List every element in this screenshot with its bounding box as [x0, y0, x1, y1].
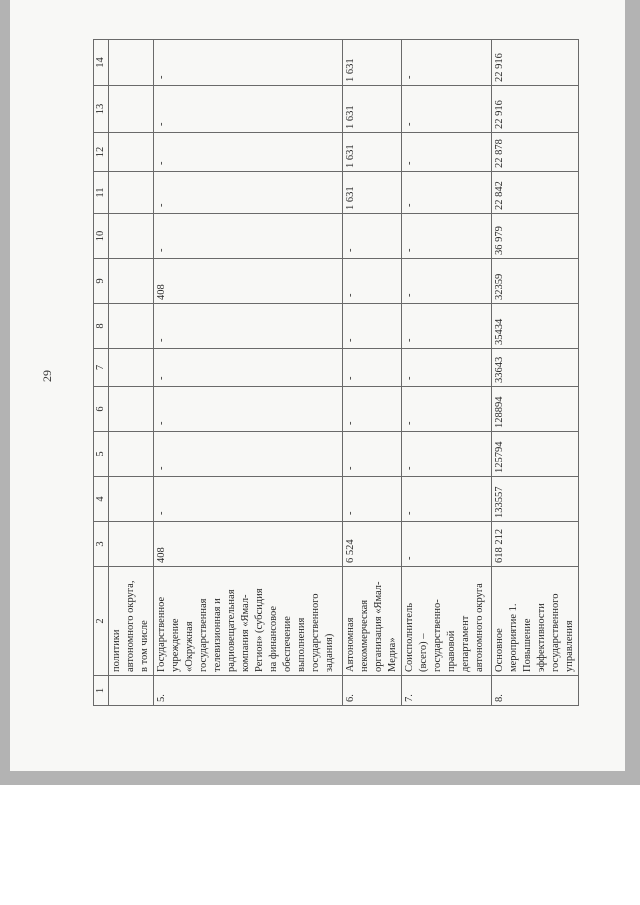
value-cell [108, 132, 154, 172]
value-cell [108, 386, 154, 432]
value-cell: - [342, 303, 402, 349]
value-cell: - [153, 303, 343, 349]
row-number-cell [108, 675, 154, 706]
value-cell [108, 85, 154, 133]
table-row: политики автономного округа, в том числе [108, 39, 154, 706]
row-name-cell: политики автономного округа, в том числе [108, 566, 154, 676]
column-number-12: 12 [93, 132, 109, 172]
value-cell: - [342, 476, 402, 522]
document-page [10, 0, 625, 771]
value-cell [108, 303, 154, 349]
value-cell [108, 521, 154, 567]
row-number-cell: 6. [342, 675, 402, 706]
value-cell: - [401, 213, 492, 259]
column-number-9: 9 [93, 258, 109, 304]
value-cell: 32359 [491, 258, 579, 304]
value-cell: - [401, 171, 492, 214]
value-cell [108, 258, 154, 304]
table-row: 7. Соисполнитель (всего) – государственно… [401, 39, 492, 706]
value-cell: 1 631 [342, 39, 402, 86]
value-cell: - [153, 171, 343, 214]
value-cell: - [401, 476, 492, 522]
value-cell: 618 212 [491, 521, 579, 567]
value-cell: - [153, 85, 343, 133]
column-number-7: 7 [93, 348, 109, 387]
value-cell: - [401, 39, 492, 86]
value-cell: - [342, 431, 402, 477]
value-cell: - [153, 431, 343, 477]
value-cell: - [401, 85, 492, 133]
value-cell: 22 916 [491, 85, 579, 133]
value-cell: - [342, 386, 402, 432]
value-cell: - [153, 213, 343, 259]
value-cell [108, 431, 154, 477]
column-number-1: 1 [93, 675, 109, 706]
row-name-cell: Основное мероприятие 1. Повышение эффект… [491, 566, 579, 676]
column-number-8: 8 [93, 303, 109, 349]
row-number-cell: 7. [401, 675, 492, 706]
column-number-3: 3 [93, 521, 109, 567]
row-name-cell: Автономная некоммерческая организация «Я… [342, 566, 402, 676]
table-header-row: 1 2 3 4 5 6 7 8 9 10 11 12 13 14 [93, 39, 109, 706]
page-number: 29 [40, 370, 54, 382]
value-cell: - [401, 386, 492, 432]
value-cell [108, 476, 154, 522]
value-cell: 35434 [491, 303, 579, 349]
value-cell [108, 213, 154, 259]
row-number-cell: 8. [491, 675, 579, 706]
value-cell: - [401, 521, 492, 567]
value-cell: - [153, 348, 343, 387]
value-cell: - [401, 258, 492, 304]
value-cell: 6 524 [342, 521, 402, 567]
value-cell: - [401, 431, 492, 477]
value-cell: - [342, 213, 402, 259]
value-cell: 133557 [491, 476, 579, 522]
value-cell: 408 [153, 521, 343, 567]
row-name-cell: Государственное учреждение «Окружная гос… [153, 566, 343, 676]
column-number-11: 11 [93, 171, 109, 214]
value-cell: 1 631 [342, 132, 402, 172]
value-cell: - [401, 132, 492, 172]
budget-table-rotated: 1 2 3 4 5 6 7 8 9 10 11 12 13 14 политики автономного … [93, 39, 579, 706]
table-row: 8. Основное мероприятие 1. Повышение эффе… [491, 39, 579, 706]
value-cell: - [401, 348, 492, 387]
value-cell [108, 39, 154, 86]
column-number-5: 5 [93, 431, 109, 477]
budget-table: 1 2 3 4 5 6 7 8 9 10 11 12 13 14 политики автономного … [93, 39, 579, 706]
value-cell [108, 171, 154, 214]
value-cell: 22 878 [491, 132, 579, 172]
value-cell: - [401, 303, 492, 349]
value-cell: 408 [153, 258, 343, 304]
value-cell: - [342, 258, 402, 304]
column-number-14: 14 [93, 39, 109, 86]
column-number-6: 6 [93, 386, 109, 432]
value-cell: - [153, 39, 343, 86]
table-row: 5. Государственное учреждение «Окружная г… [153, 39, 343, 706]
table-row: 6. Автономная некоммерческая организация … [342, 39, 402, 706]
row-name-cell: Соисполнитель (всего) – государственно- … [401, 566, 492, 676]
value-cell: - [342, 348, 402, 387]
value-cell: 1 631 [342, 85, 402, 133]
value-cell: 33643 [491, 348, 579, 387]
value-cell: 22 842 [491, 171, 579, 214]
value-cell: 36 979 [491, 213, 579, 259]
value-cell [108, 348, 154, 387]
value-cell: - [153, 476, 343, 522]
column-number-10: 10 [93, 213, 109, 259]
column-number-2: 2 [93, 566, 109, 676]
value-cell: 1 631 [342, 171, 402, 214]
column-number-13: 13 [93, 85, 109, 133]
value-cell: - [153, 386, 343, 432]
row-number-cell: 5. [153, 675, 343, 706]
value-cell: 22 916 [491, 39, 579, 86]
value-cell: 128894 [491, 386, 579, 432]
value-cell: - [153, 132, 343, 172]
column-number-4: 4 [93, 476, 109, 522]
value-cell: 125794 [491, 431, 579, 477]
